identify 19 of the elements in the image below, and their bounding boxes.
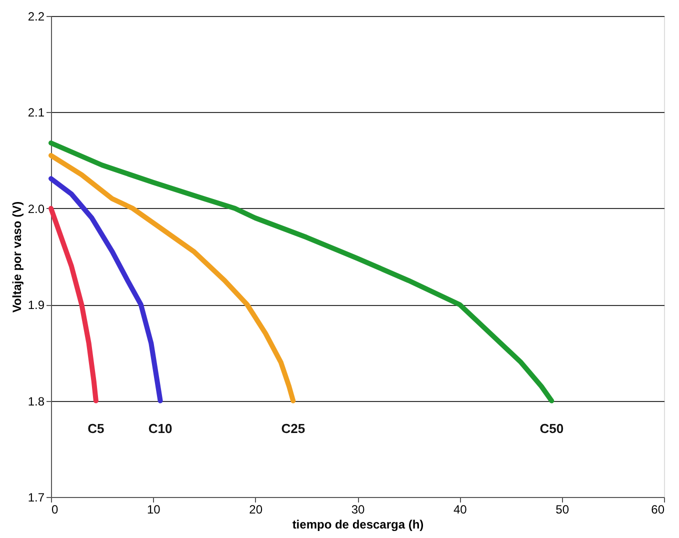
series-label: C5 [88, 420, 104, 436]
y-axis-title: Voltaje por vaso (V) [10, 201, 24, 313]
x-tick-label: 60 [651, 502, 665, 516]
series-label: C10 [148, 420, 172, 436]
y-tick-label: 2.2 [28, 10, 45, 24]
x-tick-label: 40 [453, 502, 468, 516]
y-tick-label: 1.8 [28, 394, 45, 408]
x-tick-label: 30 [351, 502, 365, 516]
x-tick-label: 10 [146, 502, 161, 516]
series-label: C25 [281, 420, 306, 436]
y-tick-label: 2.1 [28, 106, 45, 120]
x-axis-title: tiempo de descarga (h) [292, 518, 424, 532]
x-tick-label: 50 [556, 502, 570, 516]
x-tick-label: 20 [249, 502, 263, 516]
series-label: C50 [540, 420, 564, 436]
y-tick-label: 1.7 [28, 490, 45, 504]
y-tick-label: 1.9 [28, 298, 45, 312]
y-tick-label: 2.0 [28, 202, 45, 216]
x-tick-label: 0 [52, 502, 58, 516]
